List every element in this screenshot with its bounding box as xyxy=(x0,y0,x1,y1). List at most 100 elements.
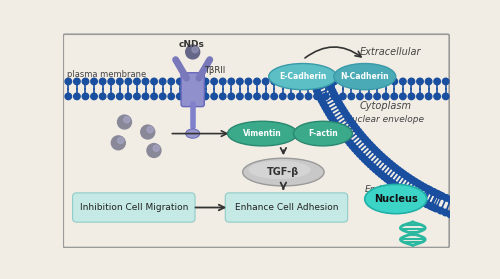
Circle shape xyxy=(331,91,338,97)
Circle shape xyxy=(271,78,278,85)
Circle shape xyxy=(220,78,226,85)
Circle shape xyxy=(418,198,424,204)
Circle shape xyxy=(409,177,416,183)
Text: Endoplasmic
Reticulum: Endoplasmic Reticulum xyxy=(365,186,422,205)
Circle shape xyxy=(160,93,166,100)
Circle shape xyxy=(351,123,358,129)
Circle shape xyxy=(430,189,436,195)
Circle shape xyxy=(211,93,218,100)
Text: Nuclear envelope: Nuclear envelope xyxy=(346,115,424,124)
Circle shape xyxy=(116,93,123,100)
Circle shape xyxy=(326,82,333,88)
Circle shape xyxy=(340,93,346,100)
Circle shape xyxy=(118,115,132,129)
Circle shape xyxy=(404,173,410,179)
Circle shape xyxy=(442,209,448,216)
Ellipse shape xyxy=(228,121,298,146)
Circle shape xyxy=(330,116,336,123)
Text: Extracellular: Extracellular xyxy=(360,47,421,57)
Circle shape xyxy=(362,156,368,163)
Circle shape xyxy=(404,190,411,197)
Circle shape xyxy=(434,93,440,100)
Circle shape xyxy=(416,93,424,100)
Circle shape xyxy=(470,204,476,211)
Circle shape xyxy=(314,78,320,85)
Circle shape xyxy=(112,136,126,150)
Circle shape xyxy=(322,78,329,85)
Ellipse shape xyxy=(186,129,200,138)
Circle shape xyxy=(420,199,427,206)
Circle shape xyxy=(406,175,412,181)
Text: TGF-β: TGF-β xyxy=(267,167,300,177)
Circle shape xyxy=(436,192,443,198)
Circle shape xyxy=(384,175,390,182)
Circle shape xyxy=(488,209,495,215)
Text: Vimentin: Vimentin xyxy=(243,129,282,138)
Text: N-Cadherin: N-Cadherin xyxy=(340,72,389,81)
Circle shape xyxy=(74,93,80,100)
Circle shape xyxy=(314,93,320,100)
Circle shape xyxy=(428,203,435,210)
Circle shape xyxy=(356,128,362,135)
Circle shape xyxy=(118,138,124,144)
Circle shape xyxy=(433,190,440,197)
Circle shape xyxy=(228,93,234,100)
Circle shape xyxy=(484,208,490,214)
Circle shape xyxy=(443,195,450,201)
Circle shape xyxy=(364,159,370,165)
Circle shape xyxy=(415,180,422,187)
Circle shape xyxy=(348,93,354,100)
Ellipse shape xyxy=(294,121,352,146)
Circle shape xyxy=(185,78,192,85)
Circle shape xyxy=(211,78,218,85)
Text: F-actin: F-actin xyxy=(308,129,338,138)
Circle shape xyxy=(433,205,440,212)
Circle shape xyxy=(400,78,406,85)
Circle shape xyxy=(461,201,468,208)
Circle shape xyxy=(376,151,383,158)
Circle shape xyxy=(82,78,88,85)
Circle shape xyxy=(430,189,436,195)
Circle shape xyxy=(194,93,200,100)
Circle shape xyxy=(296,78,303,85)
Circle shape xyxy=(220,93,226,100)
Text: Cytoplasm: Cytoplasm xyxy=(360,101,412,111)
Circle shape xyxy=(194,78,200,85)
Circle shape xyxy=(192,47,198,53)
Circle shape xyxy=(426,78,432,85)
Circle shape xyxy=(236,93,243,100)
Circle shape xyxy=(447,211,454,218)
Circle shape xyxy=(343,112,349,118)
Circle shape xyxy=(202,93,209,100)
Circle shape xyxy=(322,104,328,110)
Circle shape xyxy=(142,93,149,100)
Circle shape xyxy=(326,110,332,117)
Circle shape xyxy=(344,137,351,143)
Circle shape xyxy=(168,78,174,85)
Circle shape xyxy=(134,78,140,85)
Circle shape xyxy=(305,78,312,85)
Circle shape xyxy=(338,103,344,109)
Circle shape xyxy=(288,78,294,85)
Circle shape xyxy=(486,222,492,229)
Circle shape xyxy=(349,120,356,127)
Circle shape xyxy=(448,196,454,203)
Circle shape xyxy=(452,213,458,219)
Circle shape xyxy=(330,88,336,94)
Circle shape xyxy=(366,141,373,148)
Circle shape xyxy=(364,139,371,145)
Circle shape xyxy=(176,78,183,85)
Circle shape xyxy=(348,78,354,85)
Circle shape xyxy=(356,93,363,100)
Circle shape xyxy=(309,77,316,84)
Circle shape xyxy=(456,215,463,221)
Circle shape xyxy=(134,93,140,100)
Circle shape xyxy=(338,128,344,135)
Circle shape xyxy=(491,223,498,230)
Circle shape xyxy=(100,78,106,85)
Circle shape xyxy=(91,93,98,100)
Circle shape xyxy=(305,93,312,100)
Circle shape xyxy=(185,93,192,100)
Circle shape xyxy=(334,122,340,129)
Circle shape xyxy=(391,78,398,85)
